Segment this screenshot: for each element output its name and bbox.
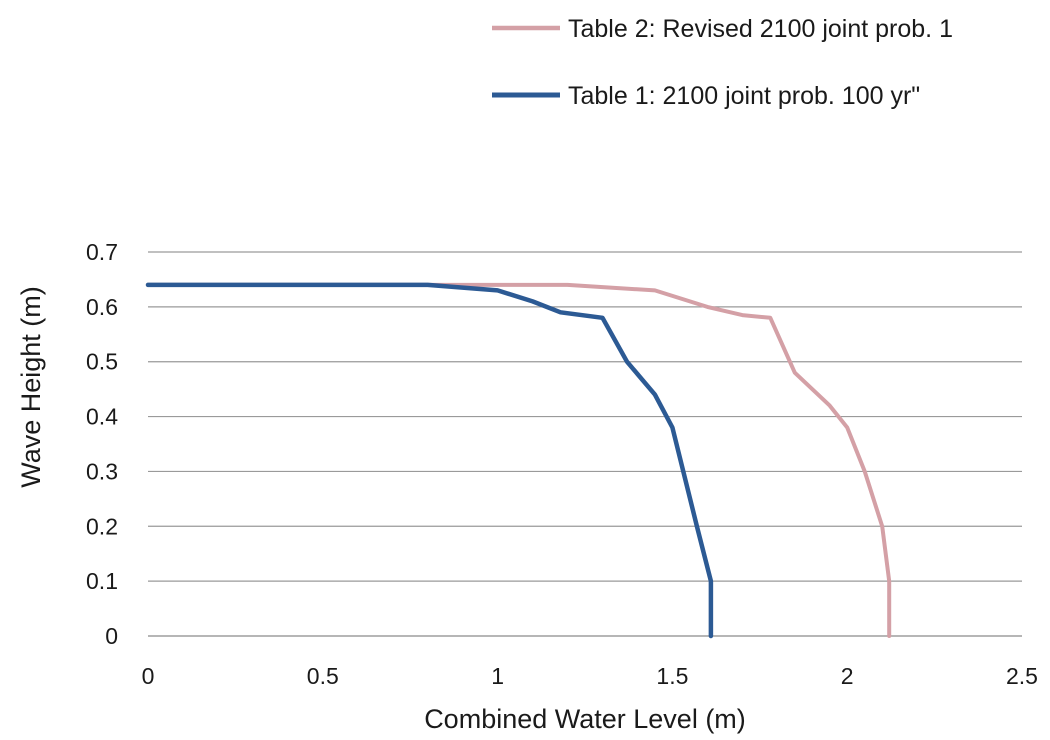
y-tick-label: 0.6 [86,294,118,320]
x-tick-label: 2 [841,663,854,689]
x-axis-title: Combined Water Level (m) [424,704,746,734]
x-tick-label: 0 [142,663,155,689]
legend: Table 2: Revised 2100 joint prob. 1 Table… [492,15,953,110]
legend-label-2: Table 1: 2100 joint prob. 100 yr" [568,82,920,110]
gridlines [148,251,1022,637]
y-tick-label: 0.3 [86,458,118,484]
legend-label-1: Table 2: Revised 2100 joint prob. 1 [568,15,953,43]
y-tick-label: 0 [105,623,118,649]
series-line-2 [145,282,714,639]
y-tick-label: 0.5 [86,349,118,375]
y-axis-title: Wave Height (m) [16,286,46,488]
series-line-1 [146,282,892,638]
y-tick-label: 0.2 [86,513,118,539]
x-tick-label: 1 [491,663,504,689]
tick-labels: 0 0.1 0.2 0.3 0.4 0.5 0.6 0.7 0 0.5 1 1.5 2 2.5 [86,239,1038,689]
x-tick-label: 0.5 [307,663,339,689]
x-tick-label: 1.5 [656,663,688,689]
y-tick-label: 0.7 [86,239,118,265]
y-tick-label: 0.1 [86,568,118,594]
x-tick-label: 2.5 [1006,663,1038,689]
y-tick-label: 0.4 [86,404,118,430]
series-lines [145,282,892,639]
